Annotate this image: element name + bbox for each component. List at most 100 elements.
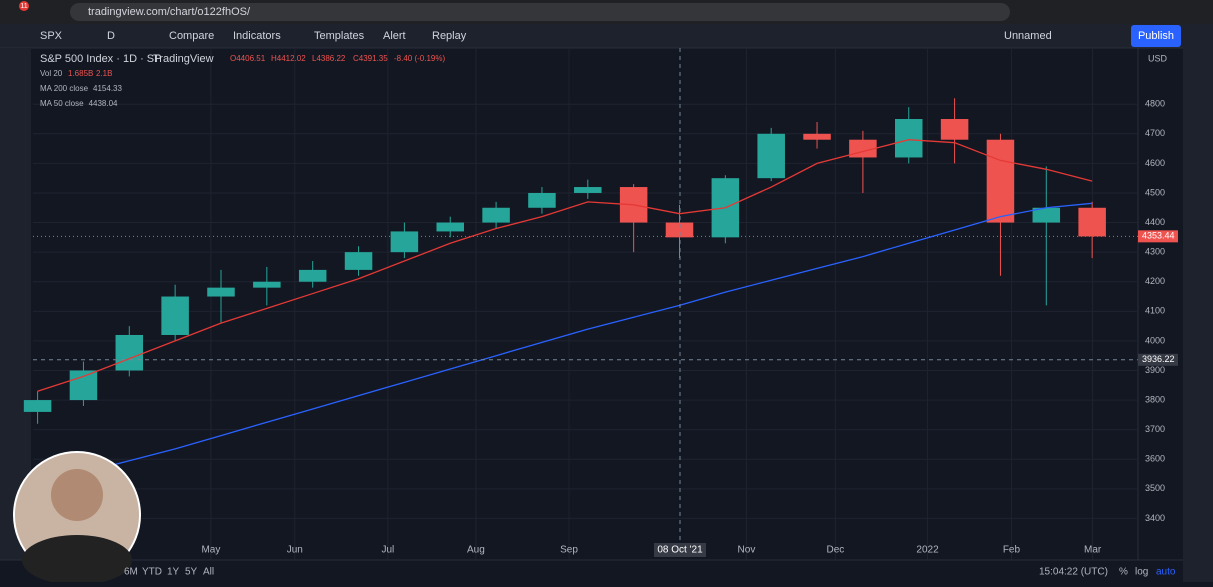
- clock: 15:04:22 (UTC): [1039, 567, 1108, 578]
- ohlc-value: O4406.51: [230, 54, 266, 63]
- candle-body: [1078, 207, 1106, 237]
- option[interactable]: auto: [1156, 567, 1176, 578]
- y-tick-label: 4600: [1145, 158, 1165, 168]
- candle-body: [436, 222, 464, 232]
- crosshair-date: 08 Oct '21: [657, 545, 703, 556]
- plot: 3400 3500 3600 3700 3800 3900 4000 4100 4200 4300…: [23, 48, 1178, 560]
- toolbar-item[interactable]: Alert: [383, 30, 406, 42]
- y-tick-label: 3600: [1145, 454, 1165, 464]
- range[interactable]: All: [203, 567, 214, 578]
- tab-badge: [19, 1, 29, 11]
- currency: USD: [1148, 53, 1168, 63]
- candle-body: [803, 133, 831, 140]
- candle-body: [574, 187, 602, 193]
- y-tick-label: 3500: [1145, 483, 1165, 493]
- ohlc-value: C4391.35: [353, 54, 388, 63]
- chart-title: S&P 500 Index · 1D · SP: [40, 53, 161, 65]
- candle-body: [207, 287, 235, 297]
- y-tick-label: 4500: [1145, 187, 1165, 197]
- toolbar-item[interactable]: Templates: [314, 30, 365, 42]
- crosshair-date-box: [654, 543, 706, 557]
- y-tick-label: 4100: [1145, 306, 1165, 316]
- crosshair-price: 3936.22: [1142, 354, 1175, 364]
- x-tick-label: Aug: [467, 545, 485, 556]
- y-tick-label: 3700: [1145, 424, 1165, 434]
- x-tick-label: Mar: [1084, 545, 1102, 556]
- ma-line: [37, 202, 1093, 484]
- candle-body: [665, 222, 694, 238]
- webcam-face: [51, 469, 103, 521]
- legend-value: 4154.33: [93, 84, 122, 93]
- toolbar-item[interactable]: Compare: [169, 30, 214, 42]
- source: TradingView: [153, 53, 214, 65]
- y-tick-label: 3400: [1145, 513, 1165, 523]
- candle-body: [986, 139, 1015, 223]
- y-tick-label: 4700: [1145, 128, 1165, 138]
- x-tick-label: Sep: [560, 545, 578, 556]
- candle-body: [69, 370, 98, 401]
- y-tick-label: 4800: [1145, 99, 1165, 109]
- ma-line: [37, 139, 1093, 392]
- option[interactable]: log: [1135, 567, 1148, 578]
- x-tick-label: 2022: [916, 545, 939, 556]
- y-tick-label: 3800: [1145, 394, 1165, 404]
- toolbar-item[interactable]: Replay: [432, 30, 467, 42]
- range[interactable]: YTD: [142, 567, 162, 578]
- volume-value: 1.685B: [68, 69, 93, 78]
- candle-body: [482, 207, 510, 223]
- symbol[interactable]: SPX: [40, 30, 63, 42]
- legend-name: MA 200 close: [40, 84, 89, 93]
- candle-body: [253, 281, 281, 288]
- x-tick-label: Feb: [1003, 545, 1021, 556]
- x-tick-label: Dec: [826, 545, 844, 556]
- candle-body: [298, 269, 327, 282]
- layout-name[interactable]: Unnamed: [1004, 30, 1052, 42]
- address-bar[interactable]: [70, 3, 1010, 21]
- candle-body: [528, 192, 556, 208]
- badge-text: 11: [20, 3, 27, 10]
- candle-body: [115, 334, 144, 371]
- candle-body: [390, 231, 419, 253]
- option[interactable]: %: [1119, 567, 1128, 578]
- crosshair-price-box: [1138, 353, 1178, 366]
- bottom-bar: [0, 560, 1183, 582]
- candle-body: [344, 252, 373, 270]
- last-price: 4353.44: [1142, 231, 1175, 241]
- candle-body: [757, 133, 785, 179]
- x-tick-label: Jul: [381, 545, 394, 556]
- range[interactable]: 1Y: [167, 567, 180, 578]
- legend-value: 4438.04: [89, 99, 118, 108]
- ohlc-value: L4386.22: [312, 54, 346, 63]
- volume-value: 2.1B: [96, 69, 112, 78]
- y-tick-label: 4300: [1145, 247, 1165, 257]
- interval[interactable]: D: [107, 30, 115, 42]
- candle-body: [161, 296, 189, 335]
- last-price-box: [1138, 230, 1178, 243]
- y-tick-label: 4000: [1145, 335, 1165, 345]
- publish-button[interactable]: [1131, 25, 1181, 47]
- ohlc-value: H4412.02: [271, 54, 306, 63]
- publish-label: Publish: [1138, 30, 1174, 42]
- candle-body: [23, 400, 52, 412]
- x-tick-label: Jun: [287, 545, 303, 556]
- candle-body: [894, 119, 923, 158]
- candle-body: [940, 119, 969, 140]
- x-tick-label: May: [201, 545, 220, 556]
- y-tick-label: 3900: [1145, 365, 1165, 375]
- right-panel: [1183, 24, 1213, 582]
- candle-body: [1032, 207, 1061, 223]
- ohlc-value: -8.40 (-0.19%): [394, 54, 445, 63]
- url: tradingview.com/chart/o122fhOS/: [88, 6, 251, 18]
- range[interactable]: 6M: [124, 567, 138, 578]
- range[interactable]: 5Y: [185, 567, 198, 578]
- y-tick-label: 4200: [1145, 276, 1165, 286]
- toolbar: [0, 24, 1213, 48]
- y-tick-label: 4400: [1145, 217, 1165, 227]
- webcam-shirt: [22, 535, 132, 585]
- legend-name: MA 50 close: [40, 99, 84, 108]
- volume-name: Vol 20: [40, 69, 63, 78]
- x-tick-label: Nov: [738, 545, 756, 556]
- toolbar-item[interactable]: Indicators: [233, 30, 281, 42]
